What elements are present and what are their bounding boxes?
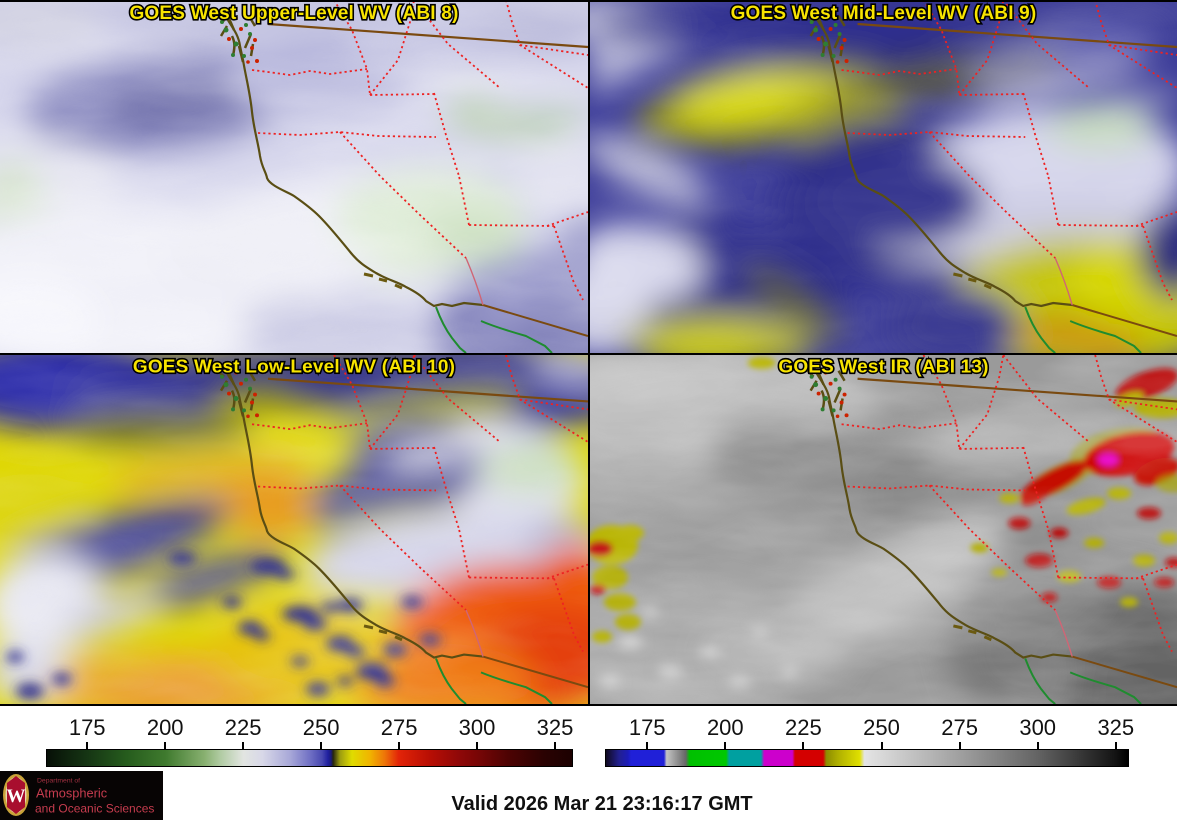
svg-text:GOES West IR (ABI 13): GOES West IR (ABI 13) bbox=[778, 355, 988, 376]
svg-text:W: W bbox=[7, 786, 26, 807]
svg-text:Department of: Department of bbox=[37, 778, 80, 785]
svg-text:Atmospheric: Atmospheric bbox=[36, 786, 108, 801]
svg-text:and Oceanic Sciences: and Oceanic Sciences bbox=[35, 802, 154, 816]
svg-text:GOES West Upper-Level WV (ABI: GOES West Upper-Level WV (ABI 8) bbox=[129, 3, 458, 24]
svg-text:GOES West Mid-Level WV (ABI 9): GOES West Mid-Level WV (ABI 9) bbox=[731, 3, 1037, 24]
svg-text:GOES West Low-Level WV (ABI 10: GOES West Low-Level WV (ABI 10) bbox=[133, 356, 455, 377]
